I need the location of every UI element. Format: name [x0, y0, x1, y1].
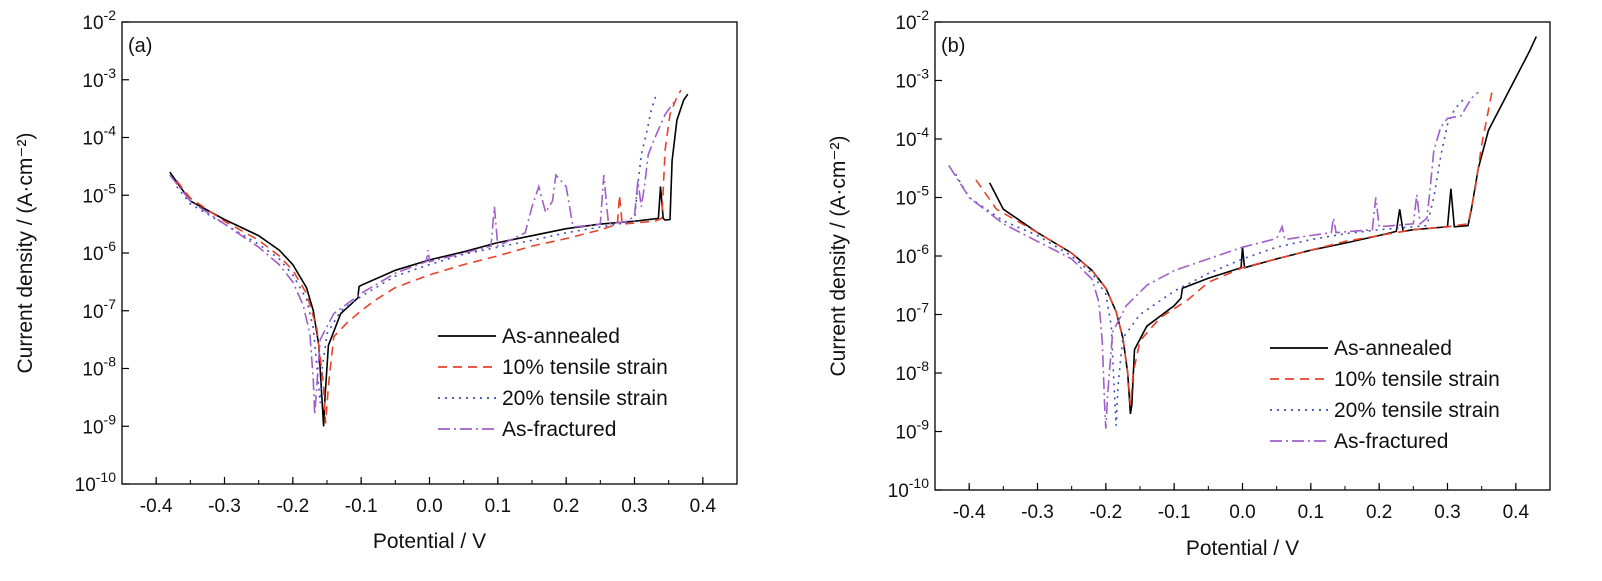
chart-panel-b: -0.4 -0.3 -0.2 -0.1 0.0 0.1 0.2 0.3 0.4 10-10 10-9…	[827, 7, 1551, 560]
legend-label: 10% tensile strain	[502, 356, 668, 379]
y-tick-label: 10-8	[895, 358, 929, 385]
y-tick-label: 10-5	[895, 183, 929, 210]
x-tick-label: -0.2	[1089, 502, 1122, 523]
plot-frame	[121, 21, 738, 485]
series-line-10-tensile-strain	[176, 89, 682, 424]
chart-panel-a: -0.4 -0.3 -0.2 -0.1 0.0 0.1 0.2 0.3 0.4 10-10 10-9…	[14, 7, 738, 553]
x-tick-label: 0.4	[690, 496, 717, 517]
y-tick-label: 10-7	[895, 300, 929, 327]
x-tick-label: 0.2	[553, 496, 579, 517]
x-tick-label: 0.3	[621, 496, 647, 517]
y-tick-label: 10-2	[895, 7, 929, 34]
y-axis-title: Current density / (A·cm⁻²)	[14, 133, 37, 374]
y-tick-label: 10-4	[895, 124, 929, 151]
legend-label: As-fractured	[502, 418, 616, 441]
x-tick-label: -0.4	[140, 496, 173, 517]
y-tick-label: 10-10	[888, 475, 930, 502]
legend-label: 10% tensile strain	[1334, 368, 1500, 391]
series-line-as-annealed	[988, 36, 1538, 415]
panel-label: (a)	[128, 35, 152, 57]
x-tick-label: 0.1	[1298, 502, 1324, 523]
y-tick-label: 10-4	[82, 123, 116, 150]
x-tick-label: -0.3	[1021, 502, 1054, 523]
x-tick-label: 0.1	[485, 496, 511, 517]
x-tick-label: -0.2	[276, 496, 309, 517]
x-tick-label: -0.1	[1158, 502, 1191, 523]
y-tick-label: 10-6	[895, 241, 929, 268]
x-tick-label: 0.3	[1434, 502, 1460, 523]
x-axis-title: Potential / V	[1186, 537, 1299, 560]
panel-label: (b)	[941, 35, 965, 57]
y-tick-label: 10-10	[75, 469, 117, 496]
y-tick-label: 10-9	[895, 417, 929, 444]
x-tick-label: 0.0	[1229, 502, 1255, 523]
x-tick-label: 0.0	[416, 496, 442, 517]
series-line-20-tensile-strain	[176, 93, 658, 404]
legend-label: 20% tensile strain	[1334, 399, 1500, 422]
legend-label: As-annealed	[1334, 337, 1452, 360]
series-line-as-fractured	[169, 99, 677, 415]
legend-label: 20% tensile strain	[502, 387, 668, 410]
series-line-10-tensile-strain	[975, 92, 1493, 406]
y-tick-label: 10-2	[82, 7, 116, 34]
y-tick-label: 10-8	[82, 354, 116, 381]
x-tick-label: -0.4	[953, 502, 986, 523]
x-tick-label: 0.4	[1503, 502, 1530, 523]
y-tick-label: 10-5	[82, 180, 116, 207]
legend-label: As-annealed	[502, 325, 620, 348]
y-tick-label: 10-9	[82, 411, 116, 438]
y-tick-label: 10-3	[82, 65, 116, 92]
legend-label: As-fractured	[1334, 430, 1448, 453]
y-tick-label: 10-7	[82, 296, 116, 323]
x-tick-label: -0.3	[208, 496, 241, 517]
y-axis-title: Current density / (A·cm⁻²)	[827, 136, 850, 377]
series-line-as-annealed	[169, 93, 689, 427]
x-tick-label: -0.1	[345, 496, 378, 517]
y-tick-label: 10-3	[895, 66, 929, 93]
x-axis-title: Potential / V	[373, 530, 486, 553]
x-tick-label: 0.2	[1366, 502, 1392, 523]
series-line-20-tensile-strain	[954, 97, 1466, 426]
y-tick-label: 10-6	[82, 238, 116, 265]
